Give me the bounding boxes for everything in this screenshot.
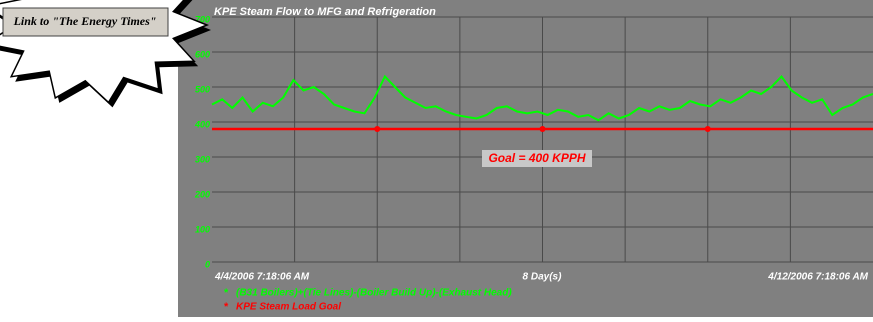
legend-marker: * xyxy=(224,301,229,313)
legend-marker: * xyxy=(224,287,229,299)
series-marker xyxy=(540,126,546,132)
link-button[interactable]: Link to "The Energy Times" xyxy=(3,8,168,36)
y-tick-label: 100 xyxy=(195,224,210,234)
y-tick-label: 500 xyxy=(195,84,210,94)
button-label[interactable]: Link to "The Energy Times" xyxy=(13,14,157,28)
x-axis-label: 4/12/2006 7:18:06 AM xyxy=(767,272,868,283)
series-marker xyxy=(374,126,380,132)
y-tick-label: 200 xyxy=(194,189,210,199)
annotation: Goal = 400 KPPH xyxy=(488,151,585,165)
chart-title: KPE Steam Flow to MFG and Refrigeration xyxy=(214,6,436,18)
page: 0100200300400500600700*(B31 Boilers)+(Ti… xyxy=(0,0,873,317)
y-tick-label: 400 xyxy=(194,119,210,129)
x-axis-label: 8 Day(s) xyxy=(523,272,563,283)
chart: 0100200300400500600700*(B31 Boilers)+(Ti… xyxy=(0,0,873,317)
y-tick-label: 0 xyxy=(205,259,210,269)
series-marker xyxy=(705,126,711,132)
x-axis-label: 4/4/2006 7:18:06 AM xyxy=(214,272,310,283)
y-tick-label: 300 xyxy=(195,154,210,164)
legend-label: (B31 Boilers)+(Tie Lines)-(Boiler Build … xyxy=(236,288,512,299)
y-tick-label: 600 xyxy=(195,49,210,59)
legend-label: KPE Steam Load Goal xyxy=(236,302,341,313)
